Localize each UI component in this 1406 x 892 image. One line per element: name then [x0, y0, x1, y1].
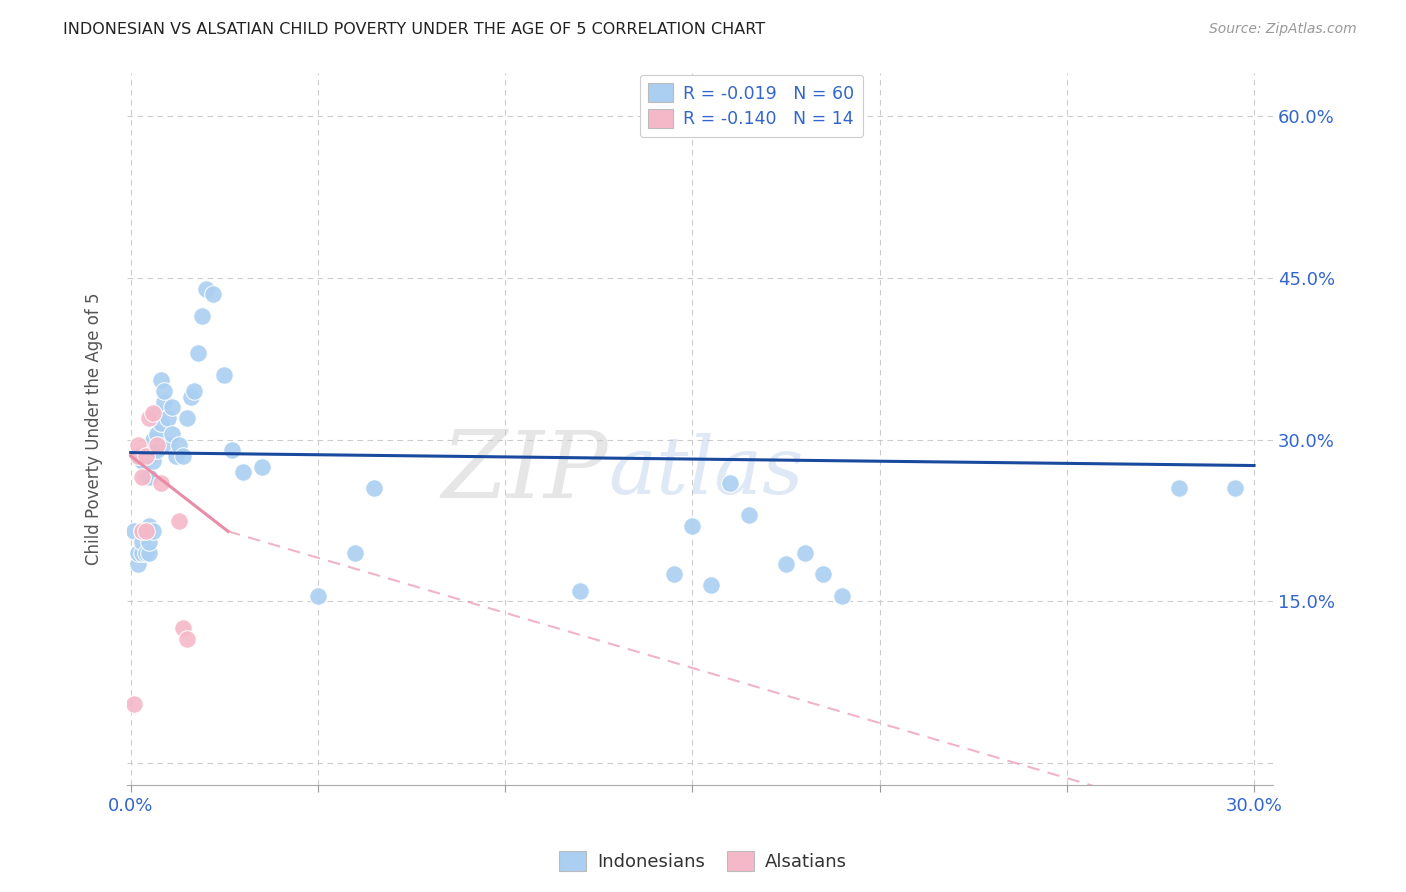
- Point: [183, 384, 205, 398]
- Point: [775, 557, 797, 571]
- Point: [813, 567, 835, 582]
- Text: atlas: atlas: [609, 433, 804, 510]
- Point: [737, 508, 759, 523]
- Point: [135, 449, 157, 463]
- Point: [1168, 481, 1191, 495]
- Point: [127, 449, 149, 463]
- Point: [157, 438, 180, 452]
- Point: [793, 546, 815, 560]
- Point: [214, 368, 236, 382]
- Point: [169, 438, 191, 452]
- Point: [135, 524, 157, 539]
- Text: INDONESIAN VS ALSATIAN CHILD POVERTY UNDER THE AGE OF 5 CORRELATION CHART: INDONESIAN VS ALSATIAN CHILD POVERTY UND…: [63, 22, 765, 37]
- Point: [138, 411, 160, 425]
- Point: [160, 401, 183, 415]
- Point: [194, 282, 217, 296]
- Point: [142, 454, 165, 468]
- Point: [135, 449, 157, 463]
- Point: [569, 583, 592, 598]
- Point: [138, 546, 160, 560]
- Point: [149, 417, 172, 431]
- Point: [831, 589, 853, 603]
- Point: [250, 459, 273, 474]
- Point: [142, 524, 165, 539]
- Point: [138, 519, 160, 533]
- Point: [138, 449, 160, 463]
- Text: Source: ZipAtlas.com: Source: ZipAtlas.com: [1209, 22, 1357, 37]
- Point: [146, 443, 169, 458]
- Point: [176, 632, 198, 647]
- Point: [127, 557, 149, 571]
- Point: [142, 433, 165, 447]
- Point: [146, 406, 169, 420]
- Point: [135, 470, 157, 484]
- Point: [172, 621, 194, 635]
- Y-axis label: Child Poverty Under the Age of 5: Child Poverty Under the Age of 5: [86, 293, 103, 566]
- Point: [221, 443, 243, 458]
- Point: [307, 589, 329, 603]
- Point: [363, 481, 385, 495]
- Point: [138, 470, 160, 484]
- Point: [180, 390, 202, 404]
- Point: [131, 454, 153, 468]
- Point: [131, 524, 153, 539]
- Point: [124, 697, 146, 711]
- Point: [131, 470, 153, 484]
- Point: [202, 287, 225, 301]
- Point: [135, 524, 157, 539]
- Point: [176, 411, 198, 425]
- Point: [127, 546, 149, 560]
- Point: [146, 427, 169, 442]
- Point: [232, 465, 254, 479]
- Point: [131, 524, 153, 539]
- Point: [172, 449, 194, 463]
- Point: [1225, 481, 1247, 495]
- Point: [160, 427, 183, 442]
- Point: [149, 475, 172, 490]
- Point: [157, 411, 180, 425]
- Point: [146, 438, 169, 452]
- Point: [169, 514, 191, 528]
- Point: [187, 346, 209, 360]
- Text: ZIP: ZIP: [441, 426, 609, 516]
- Point: [165, 449, 187, 463]
- Point: [149, 373, 172, 387]
- Point: [681, 519, 703, 533]
- Point: [191, 309, 214, 323]
- Point: [142, 406, 165, 420]
- Point: [142, 443, 165, 458]
- Point: [124, 524, 146, 539]
- Point: [153, 384, 176, 398]
- Legend: R = -0.019   N = 60, R = -0.140   N = 14: R = -0.019 N = 60, R = -0.140 N = 14: [640, 75, 863, 136]
- Point: [127, 438, 149, 452]
- Point: [700, 578, 723, 592]
- Point: [135, 546, 157, 560]
- Point: [344, 546, 367, 560]
- Point: [662, 567, 685, 582]
- Point: [718, 475, 741, 490]
- Point: [138, 535, 160, 549]
- Legend: Indonesians, Alsatians: Indonesians, Alsatians: [553, 844, 853, 879]
- Point: [153, 395, 176, 409]
- Point: [131, 535, 153, 549]
- Point: [131, 546, 153, 560]
